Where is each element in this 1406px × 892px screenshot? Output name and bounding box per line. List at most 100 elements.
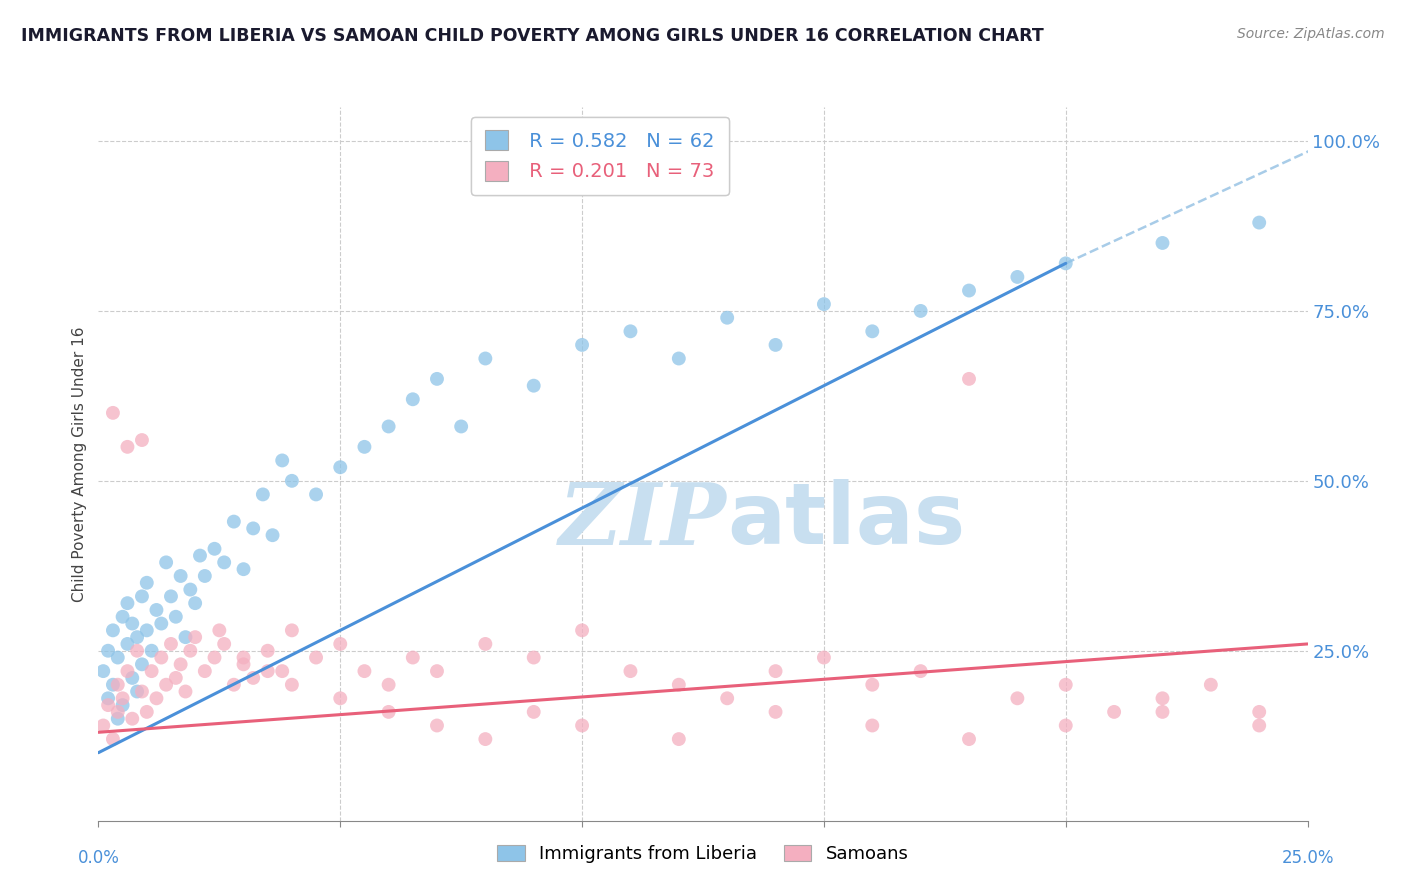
- Point: [256, 664, 278, 678]
- Point: [910, 304, 932, 318]
- Point: [127, 644, 149, 658]
- Point: [426, 718, 449, 732]
- Point: [222, 515, 245, 529]
- Point: [131, 433, 153, 447]
- Point: [1007, 269, 1029, 284]
- Point: [174, 684, 197, 698]
- Point: [101, 624, 124, 638]
- Point: [957, 284, 980, 298]
- Point: [155, 678, 177, 692]
- Point: [813, 297, 835, 311]
- Point: [135, 705, 157, 719]
- Point: [813, 650, 835, 665]
- Point: [141, 664, 163, 678]
- Point: [1249, 718, 1271, 732]
- Point: [619, 324, 641, 338]
- Point: [101, 406, 124, 420]
- Point: [111, 609, 134, 624]
- Point: [179, 582, 201, 597]
- Point: [281, 678, 304, 692]
- Text: 0.0%: 0.0%: [77, 849, 120, 867]
- Point: [860, 718, 883, 732]
- Point: [523, 705, 546, 719]
- Text: IMMIGRANTS FROM LIBERIA VS SAMOAN CHILD POVERTY AMONG GIRLS UNDER 16 CORRELATION: IMMIGRANTS FROM LIBERIA VS SAMOAN CHILD …: [21, 27, 1043, 45]
- Point: [97, 698, 120, 712]
- Point: [135, 575, 157, 590]
- Point: [426, 664, 449, 678]
- Point: [305, 487, 328, 501]
- Point: [305, 650, 328, 665]
- Point: [860, 678, 883, 692]
- Point: [402, 392, 425, 407]
- Point: [281, 624, 304, 638]
- Point: [184, 630, 207, 644]
- Point: [107, 678, 129, 692]
- Point: [668, 678, 690, 692]
- Point: [329, 637, 352, 651]
- Point: [212, 555, 235, 569]
- Point: [121, 671, 143, 685]
- Point: [910, 664, 932, 678]
- Point: [117, 664, 139, 678]
- Point: [450, 419, 472, 434]
- Point: [860, 324, 883, 338]
- Point: [242, 671, 264, 685]
- Point: [765, 338, 787, 352]
- Point: [1152, 691, 1174, 706]
- Point: [160, 590, 183, 604]
- Point: [204, 541, 226, 556]
- Point: [169, 657, 191, 672]
- Point: [121, 712, 143, 726]
- Point: [523, 378, 546, 392]
- Point: [474, 637, 496, 651]
- Point: [232, 562, 254, 576]
- Point: [91, 718, 114, 732]
- Point: [1199, 678, 1222, 692]
- Point: [426, 372, 449, 386]
- Point: [174, 630, 197, 644]
- Point: [160, 637, 183, 651]
- Point: [131, 590, 153, 604]
- Y-axis label: Child Poverty Among Girls Under 16: Child Poverty Among Girls Under 16: [72, 326, 87, 601]
- Point: [107, 705, 129, 719]
- Point: [571, 624, 593, 638]
- Point: [222, 678, 245, 692]
- Point: [212, 637, 235, 651]
- Point: [165, 671, 187, 685]
- Point: [232, 650, 254, 665]
- Point: [1007, 691, 1029, 706]
- Point: [155, 555, 177, 569]
- Point: [571, 338, 593, 352]
- Point: [1249, 216, 1271, 230]
- Point: [101, 732, 124, 747]
- Point: [135, 624, 157, 638]
- Point: [121, 616, 143, 631]
- Point: [353, 440, 375, 454]
- Point: [232, 657, 254, 672]
- Point: [165, 609, 187, 624]
- Point: [117, 637, 139, 651]
- Point: [127, 684, 149, 698]
- Point: [353, 664, 375, 678]
- Point: [242, 521, 264, 535]
- Point: [1152, 705, 1174, 719]
- Point: [377, 705, 399, 719]
- Point: [765, 705, 787, 719]
- Point: [256, 644, 278, 658]
- Point: [188, 549, 211, 563]
- Point: [716, 310, 738, 325]
- Point: [1249, 705, 1271, 719]
- Text: Source: ZipAtlas.com: Source: ZipAtlas.com: [1237, 27, 1385, 41]
- Point: [571, 718, 593, 732]
- Point: [523, 650, 546, 665]
- Point: [1054, 256, 1077, 270]
- Point: [194, 664, 217, 678]
- Text: ZIP: ZIP: [560, 479, 727, 563]
- Point: [184, 596, 207, 610]
- Point: [145, 603, 167, 617]
- Point: [271, 664, 294, 678]
- Point: [474, 732, 496, 747]
- Point: [127, 630, 149, 644]
- Point: [101, 678, 124, 692]
- Point: [668, 732, 690, 747]
